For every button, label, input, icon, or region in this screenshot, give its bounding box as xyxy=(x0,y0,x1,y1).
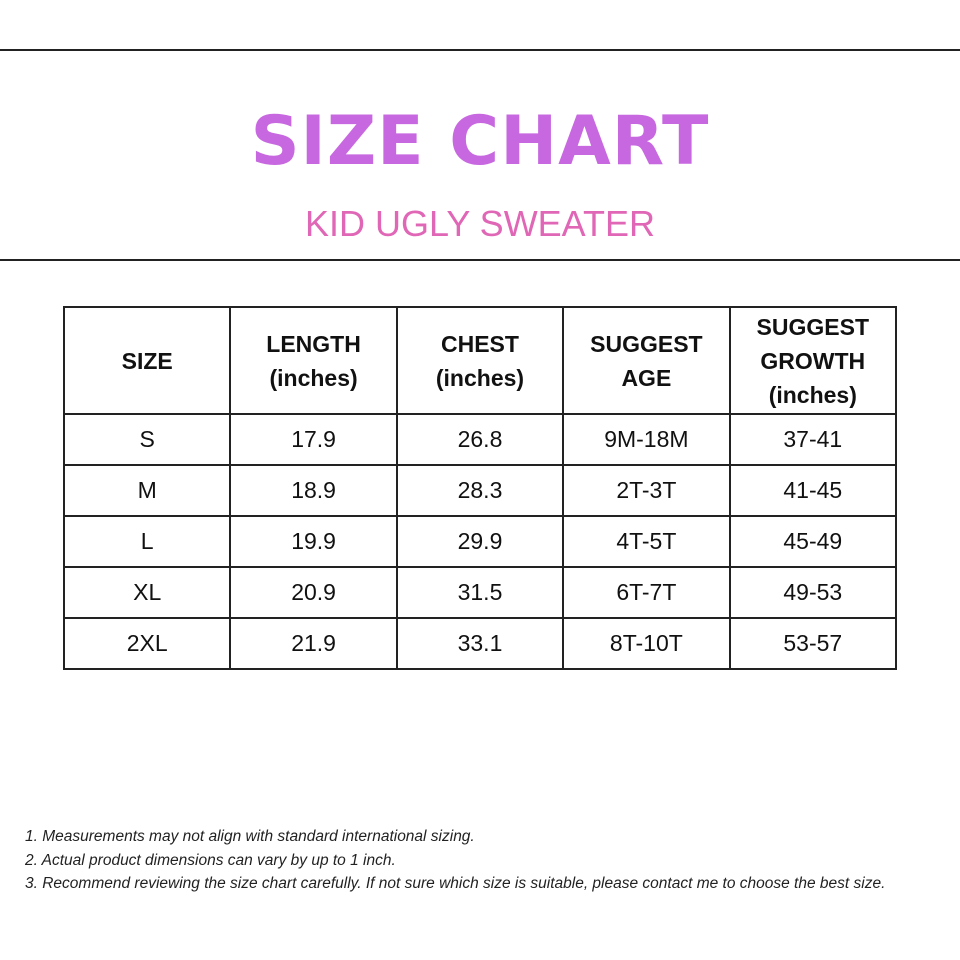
table-cell: XL xyxy=(62,566,232,619)
table-cell: 2XL xyxy=(62,617,232,670)
column-header: SUGGEST AGE xyxy=(562,306,731,415)
table-cell: 9M-18M xyxy=(562,413,731,466)
notes: 1. Measurements may not align with stand… xyxy=(25,825,940,896)
column-header-line: (inches) xyxy=(269,364,358,391)
column-header-line: (inches) xyxy=(435,364,525,391)
column-header-line: AGE xyxy=(621,364,672,391)
table-row: XL 20.9 31.5 6T-7T 49-53 xyxy=(62,566,898,619)
table-cell: 4T-5T xyxy=(562,515,731,568)
size-table: SIZE LENGTH (inches) CHEST (inches) SUGGEST AG… xyxy=(62,306,898,670)
table-cell: 45-49 xyxy=(728,515,898,568)
table-cell: 8T-10T xyxy=(562,617,731,670)
column-header-line: SUGGEST xyxy=(756,313,870,340)
table-cell: 20.9 xyxy=(229,566,398,619)
table-cell: 29.9 xyxy=(395,515,565,568)
table-cell: M xyxy=(62,464,232,517)
column-header-line: GROWTH xyxy=(760,347,866,374)
table-cell: 6T-7T xyxy=(562,566,731,619)
page-title: SIZE CHART xyxy=(250,102,710,181)
table-cell: 2T-3T xyxy=(562,464,731,517)
table-cell: 33.1 xyxy=(395,617,565,670)
table-cell: 49-53 xyxy=(728,566,898,619)
column-header: CHEST (inches) xyxy=(395,306,565,415)
note-2: 2. Actual product dimensions can vary by… xyxy=(25,851,396,869)
table-cell: 31.5 xyxy=(395,566,565,619)
table-row: S 17.9 26.8 9M-18M 37-41 xyxy=(62,413,898,466)
column-header: SUGGEST GROWTH (inches) xyxy=(728,306,898,415)
table-cell: 37-41 xyxy=(728,413,898,466)
table-cell: L xyxy=(62,515,232,568)
table-cell: S xyxy=(62,413,232,466)
table-cell: 18.9 xyxy=(229,464,398,517)
column-header-line: (inches) xyxy=(768,381,857,408)
header-divider xyxy=(0,259,960,261)
table-cell: 26.8 xyxy=(395,413,565,466)
table-cell: 53-57 xyxy=(728,617,898,670)
column-header-line: SUGGEST xyxy=(590,330,703,357)
page-subtitle: KID UGLY SWEATER xyxy=(304,203,656,244)
table-row: 2XL 21.9 33.1 8T-10T 53-57 xyxy=(62,617,898,670)
column-header-line: CHEST xyxy=(441,330,519,357)
column-header-line: SIZE xyxy=(121,347,173,374)
top-divider xyxy=(0,49,960,51)
column-header: LENGTH (inches) xyxy=(229,306,398,415)
table-cell: 19.9 xyxy=(229,515,398,568)
table-row: L 19.9 29.9 4T-5T 45-49 xyxy=(62,515,898,568)
table-row: M 18.9 28.3 2T-3T 41-45 xyxy=(62,464,898,517)
table-cell: 17.9 xyxy=(229,413,398,466)
table-cell: 28.3 xyxy=(395,464,565,517)
table-header-row: SIZE LENGTH (inches) CHEST (inches) SUGGEST AG… xyxy=(62,306,898,415)
note-1: 1. Measurements may not align with stand… xyxy=(25,828,475,845)
table-cell: 41-45 xyxy=(728,464,898,517)
note-3: 3. Recommend reviewing the size chart ca… xyxy=(25,875,886,892)
table-cell: 21.9 xyxy=(229,617,398,670)
column-header: SIZE xyxy=(62,306,232,415)
column-header-line: LENGTH xyxy=(266,330,361,357)
